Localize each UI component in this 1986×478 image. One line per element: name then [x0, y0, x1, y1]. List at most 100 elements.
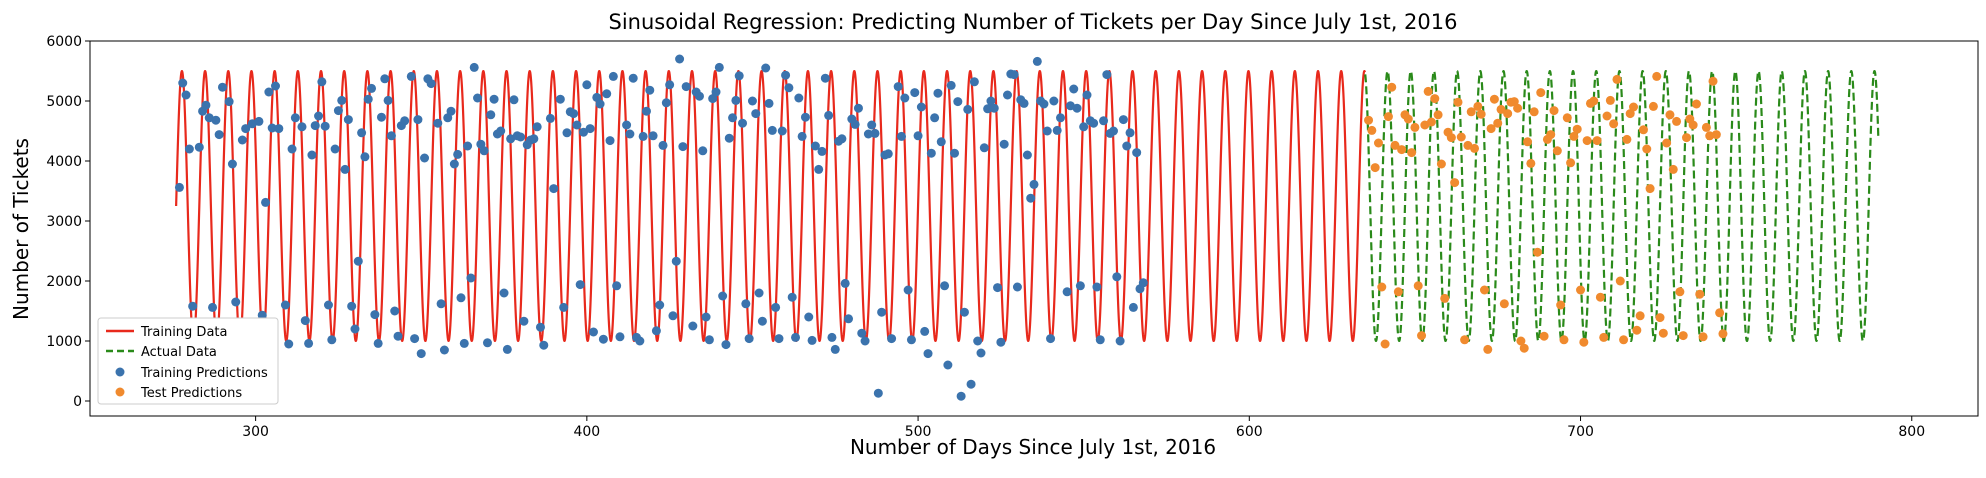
data-point-training-predictions — [1029, 179, 1039, 189]
data-point-training-predictions — [665, 80, 675, 90]
data-point-training-predictions — [820, 73, 830, 83]
data-point-test-predictions — [1470, 143, 1480, 153]
data-point-training-predictions — [598, 334, 608, 344]
data-point-training-predictions — [304, 338, 314, 348]
data-point-training-predictions — [333, 106, 343, 116]
data-point-training-predictions — [1069, 84, 1079, 94]
data-point-training-predictions — [569, 109, 579, 119]
data-point-training-predictions — [718, 291, 728, 301]
data-point-training-predictions — [678, 142, 688, 152]
plot-frame — [89, 40, 1979, 417]
data-point-test-predictions — [1678, 331, 1688, 341]
data-point-training-predictions — [1049, 96, 1059, 106]
data-point-training-predictions — [469, 62, 479, 72]
data-point-training-predictions — [390, 306, 400, 316]
data-point-training-predictions — [943, 360, 953, 370]
data-point-training-predictions — [771, 302, 781, 312]
data-point-training-predictions — [274, 124, 284, 134]
data-point-training-predictions — [926, 148, 936, 158]
data-point-training-predictions — [181, 90, 191, 100]
data-point-test-predictions — [1450, 178, 1460, 188]
data-point-training-predictions — [920, 326, 930, 336]
data-point-training-predictions — [1095, 335, 1105, 345]
data-point-training-predictions — [625, 129, 635, 139]
data-point-test-predictions — [1652, 71, 1662, 81]
data-point-training-predictions — [1102, 70, 1112, 80]
data-point-test-predictions — [1367, 125, 1377, 135]
data-point-training-predictions — [486, 110, 496, 120]
data-point-training-predictions — [353, 256, 363, 266]
data-point-training-predictions — [184, 144, 194, 154]
data-point-training-predictions — [757, 316, 767, 326]
data-point-training-predictions — [261, 197, 271, 207]
data-point-test-predictions — [1489, 94, 1499, 104]
data-point-training-predictions — [767, 125, 777, 135]
data-point-training-predictions — [1089, 118, 1099, 128]
data-point-training-predictions — [227, 159, 237, 169]
data-point-training-predictions — [327, 335, 337, 345]
data-point-training-predictions — [549, 184, 559, 194]
data-point-training-predictions — [489, 94, 499, 104]
data-point-training-predictions — [608, 71, 618, 81]
data-point-test-predictions — [1691, 99, 1701, 109]
series-line-training-data — [175, 70, 1366, 342]
data-point-training-predictions — [449, 159, 459, 169]
data-point-training-predictions — [231, 297, 241, 307]
data-point-training-predictions — [1079, 122, 1089, 132]
data-point-training-predictions — [582, 80, 592, 90]
data-point-test-predictions — [1698, 332, 1708, 342]
x-tick-label-600: 600 — [1236, 424, 1263, 440]
data-point-test-predictions — [1430, 94, 1440, 104]
data-point-training-predictions — [413, 115, 423, 125]
data-point-training-predictions — [827, 332, 837, 342]
data-point-training-predictions — [837, 134, 847, 144]
data-point-test-predictions — [1479, 285, 1489, 295]
data-point-training-predictions — [764, 98, 774, 108]
y-tick-label-4000: 4000 — [46, 154, 82, 170]
data-point-training-predictions — [1072, 103, 1082, 113]
y-tick-label-6000: 6000 — [46, 34, 82, 50]
data-point-training-predictions — [473, 93, 483, 103]
data-point-training-predictions — [605, 136, 615, 146]
data-point-test-predictions — [1559, 335, 1569, 345]
data-point-training-predictions — [1138, 278, 1148, 288]
data-point-test-predictions — [1602, 111, 1612, 121]
data-point-test-predictions — [1407, 148, 1417, 158]
data-point-training-predictions — [714, 62, 724, 72]
data-point-test-predictions — [1417, 331, 1427, 341]
data-point-test-predictions — [1526, 158, 1536, 168]
y-tick-label-5000: 5000 — [46, 94, 82, 110]
data-point-training-predictions — [897, 131, 907, 141]
data-point-training-predictions — [903, 285, 913, 295]
x-axis-label: Number of Days Since July 1st, 2016 — [850, 435, 1216, 459]
data-point-test-predictions — [1410, 122, 1420, 132]
data-point-training-predictions — [675, 54, 685, 64]
data-point-test-predictions — [1668, 164, 1678, 174]
data-point-test-predictions — [1519, 343, 1529, 353]
data-point-training-predictions — [300, 316, 310, 326]
data-point-test-predictions — [1658, 328, 1668, 338]
data-point-training-predictions — [840, 278, 850, 288]
data-point-training-predictions — [860, 336, 870, 346]
data-point-test-predictions — [1576, 285, 1586, 295]
data-point-test-predictions — [1397, 145, 1407, 155]
data-point-training-predictions — [237, 135, 247, 145]
data-point-training-predictions — [214, 130, 224, 140]
data-point-training-predictions — [668, 311, 678, 321]
data-point-test-predictions — [1377, 282, 1387, 292]
data-point-training-predictions — [711, 87, 721, 97]
data-point-test-predictions — [1672, 116, 1682, 126]
data-point-training-predictions — [436, 299, 446, 309]
data-point-training-predictions — [698, 146, 708, 156]
data-point-training-predictions — [317, 77, 327, 87]
data-point-training-predictions — [1128, 302, 1138, 312]
data-point-test-predictions — [1688, 120, 1698, 130]
data-point-test-predictions — [1436, 159, 1446, 169]
data-point-training-predictions — [956, 391, 966, 401]
legend-label-training-data: Training Data — [140, 325, 227, 340]
data-point-training-predictions — [446, 106, 456, 116]
data-point-training-predictions — [572, 120, 582, 130]
legend-label-training-predictions: Training Predictions — [140, 366, 268, 381]
data-point-test-predictions — [1523, 137, 1533, 147]
data-point-training-predictions — [738, 118, 748, 128]
